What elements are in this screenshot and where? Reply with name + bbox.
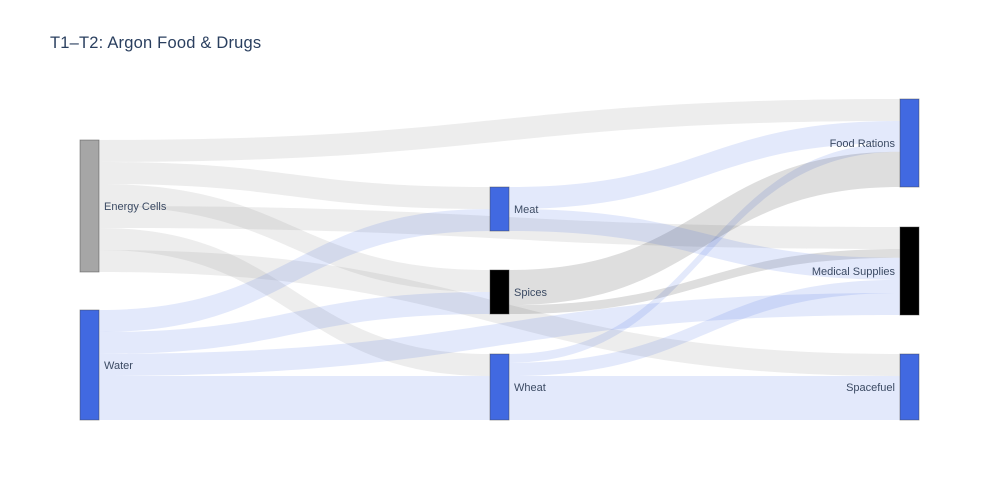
node-meat[interactable] [489,186,510,232]
link-energy-cells-meat[interactable] [99,162,490,209]
link-wheat-medical-supplies[interactable] [509,279,900,376]
link-spices-medical-supplies[interactable] [509,249,900,314]
node-label-meat: Meat [514,204,538,216]
link-energy-cells-spices[interactable] [99,184,490,292]
node-food-rations[interactable] [899,98,920,188]
node-label-spacefuel: Spacefuel [846,382,895,394]
node-energy-cells[interactable] [79,139,100,273]
link-meat-food-rations[interactable] [509,121,900,209]
node-label-wheat: Wheat [514,382,546,394]
node-label-energy-cells: Energy Cells [104,201,167,213]
node-water[interactable] [79,309,100,421]
node-spices[interactable] [489,269,510,315]
link-water-medical-supplies[interactable] [99,293,900,376]
link-spices-food-rations[interactable] [509,151,900,306]
link-water-meat[interactable] [99,209,490,332]
link-energy-cells-food-rations[interactable] [99,99,900,162]
link-water-spices[interactable] [99,292,490,354]
node-label-medical-supplies: Medical Supplies [812,266,896,278]
node-label-food-rations: Food Rations [830,138,896,150]
node-wheat[interactable] [489,353,510,421]
node-label-water: Water [104,360,133,372]
link-wheat-spacefuel[interactable] [509,376,900,420]
node-label-spices: Spices [514,287,548,299]
link-wheat-food-rations[interactable] [509,143,900,363]
node-medical-supplies[interactable] [899,226,920,316]
link-meat-medical-supplies[interactable] [509,209,900,280]
link-water-wheat[interactable] [99,376,490,420]
node-spacefuel[interactable] [899,353,920,421]
chart-title: T1–T2: Argon Food & Drugs [50,34,262,52]
link-energy-cells-wheat[interactable] [99,228,490,376]
